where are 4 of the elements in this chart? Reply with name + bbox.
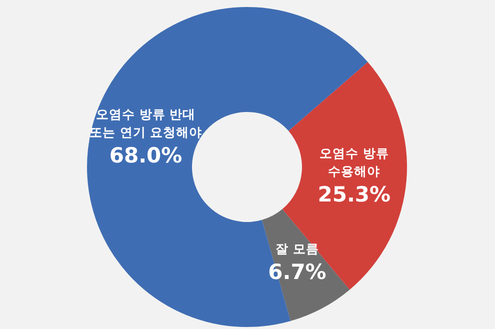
data-label: 68.0% xyxy=(109,143,182,168)
data-label: 6.7% xyxy=(268,260,326,284)
data-label: 25.3% xyxy=(318,182,391,207)
slice-label: 오염수 방류 수용해야 xyxy=(319,146,389,179)
